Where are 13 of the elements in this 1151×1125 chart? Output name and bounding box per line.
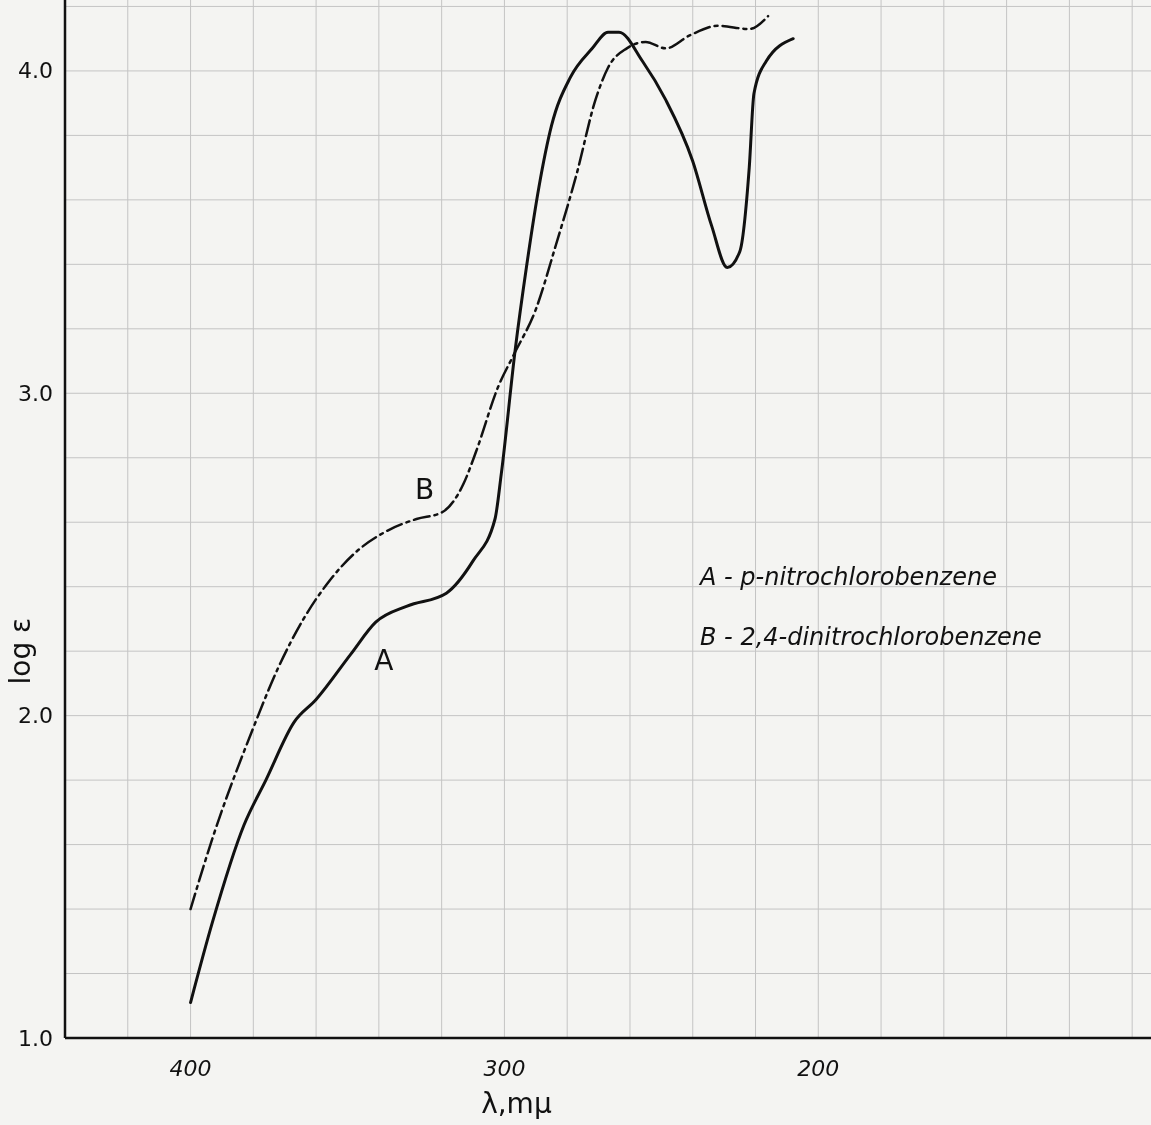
x-tick-label: 300	[483, 1056, 526, 1081]
x-tick-label: 400	[169, 1056, 212, 1081]
series-label: A	[374, 643, 394, 677]
annotation: A - p-nitrochlorobenzene	[698, 563, 997, 591]
y-axis-title: log ε	[4, 617, 37, 685]
series-label: B	[414, 472, 435, 506]
x-axis-title: λ,mμ	[481, 1087, 552, 1120]
y-tick-label: 1.0	[18, 1025, 53, 1051]
y-tick-label: 3.0	[18, 380, 53, 406]
y-tick-label: 4.0	[18, 58, 53, 84]
x-tick-label: 200	[797, 1056, 840, 1081]
annotation: B - 2,4-dinitrochlorobenzene	[700, 623, 1042, 651]
y-tick-label: 2.0	[18, 703, 53, 729]
